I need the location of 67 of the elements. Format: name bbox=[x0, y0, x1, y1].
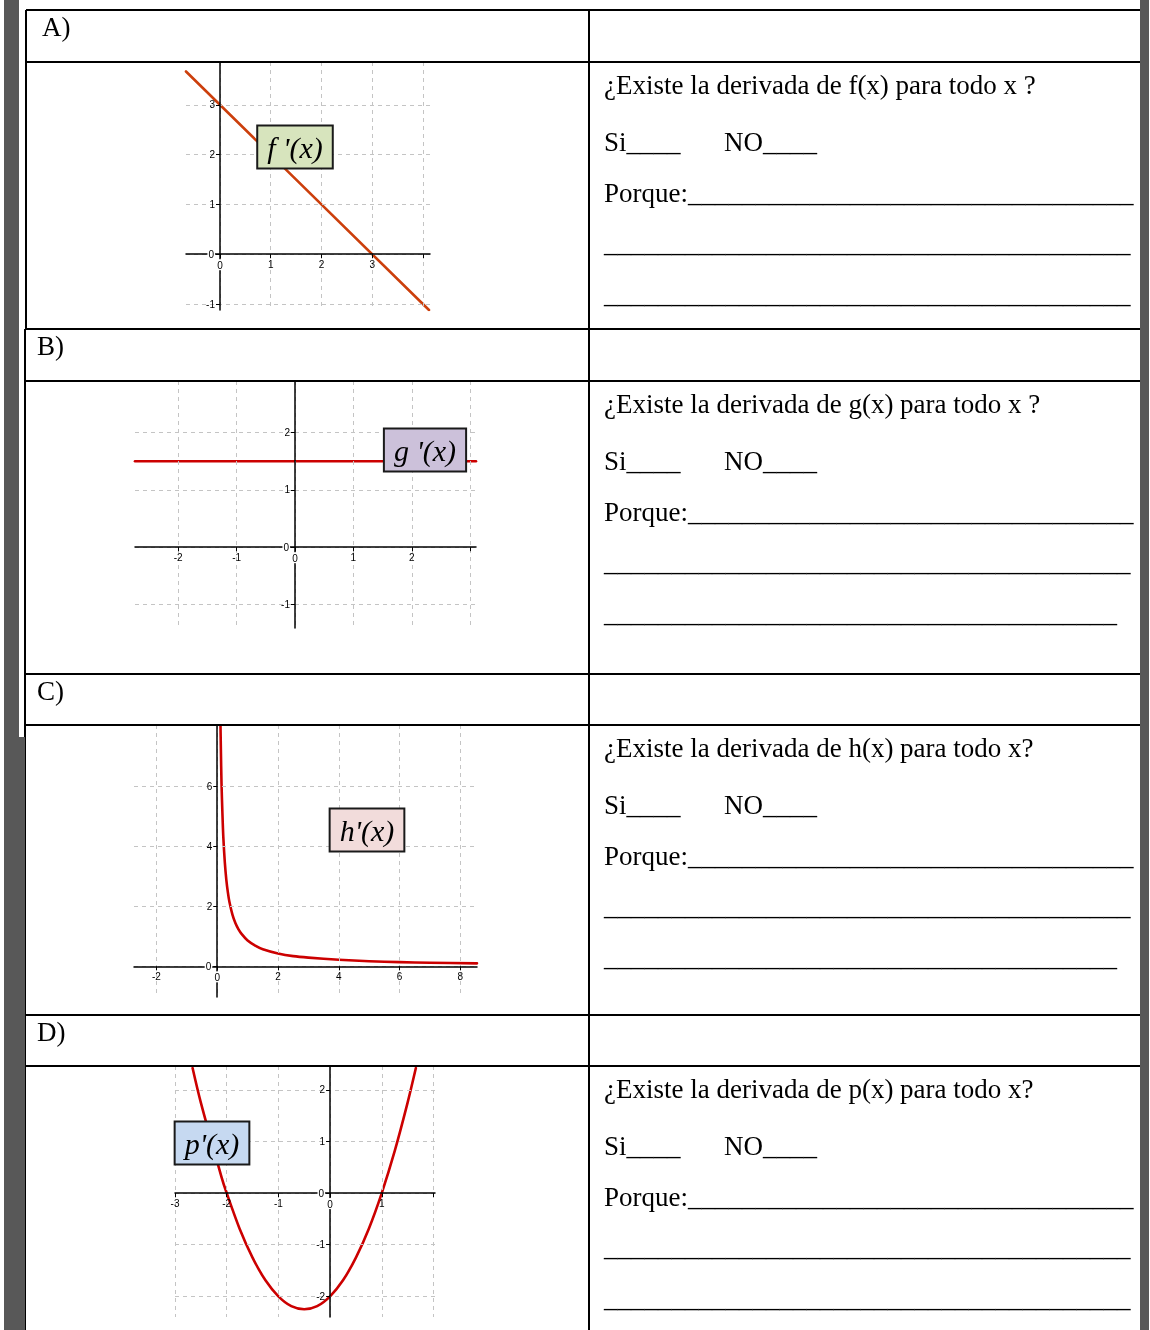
y-tick-label: 4 bbox=[206, 840, 213, 852]
text: Porque:_________________________________ bbox=[604, 496, 1134, 528]
text: ¿Existe la derivada de f(x) para todo x ? bbox=[604, 69, 1036, 101]
annotation: f '(x) bbox=[267, 130, 323, 165]
text: NO____ bbox=[724, 1130, 817, 1162]
x-tick-label: 2 bbox=[408, 551, 415, 563]
y-tick-label: 1 bbox=[319, 1135, 326, 1147]
text: ______________________________________ bbox=[604, 597, 1117, 629]
line-series bbox=[219, 724, 479, 965]
y-tick-label: -1 bbox=[316, 1239, 326, 1251]
x-tick-label: 3 bbox=[369, 258, 376, 270]
x-tick-label: -1 bbox=[232, 551, 242, 563]
text: Si____ bbox=[604, 1130, 681, 1162]
x-tick-label: 0 bbox=[292, 552, 299, 564]
y-tick-label: 3 bbox=[209, 99, 216, 111]
x-tick-label: 0 bbox=[327, 1198, 334, 1210]
y-tick-label: 2 bbox=[209, 149, 216, 161]
x-tick-label: 1 bbox=[378, 1197, 385, 1209]
x-tick-label: 1 bbox=[267, 258, 274, 270]
y-tick-label: 0 bbox=[208, 249, 215, 261]
annotation: h'(x) bbox=[339, 813, 395, 848]
text: NO____ bbox=[724, 126, 817, 158]
x-tick-label: 0 bbox=[217, 259, 224, 271]
y-tick-label: 2 bbox=[284, 427, 291, 439]
x-tick-label: 1 bbox=[350, 551, 357, 563]
text: ¿Existe la derivada de h(x) para todo x? bbox=[604, 732, 1034, 764]
y-tick-label: 1 bbox=[284, 484, 291, 496]
x-tick-label: -2 bbox=[173, 551, 184, 563]
x-tick-label: -3 bbox=[170, 1197, 180, 1209]
y-tick-label: 0 bbox=[318, 1188, 325, 1200]
annotation: p'(x) bbox=[182, 1126, 240, 1161]
text: ______________________________________ bbox=[604, 941, 1117, 973]
text: Si____ bbox=[604, 789, 681, 821]
y-tick-label: 6 bbox=[206, 780, 213, 792]
text: Porque:_________________________________ bbox=[604, 177, 1134, 209]
chart-title: C) bbox=[37, 675, 64, 706]
chart-title: A) bbox=[42, 11, 71, 42]
y-tick-label: 0 bbox=[283, 542, 290, 554]
y-tick-label: 2 bbox=[206, 900, 213, 912]
y-tick-label: 1 bbox=[209, 198, 216, 210]
text: _______________________________________ bbox=[604, 1282, 1131, 1314]
text: NO____ bbox=[724, 445, 817, 477]
text: _______________________________________ bbox=[604, 227, 1131, 259]
annotation: g '(x) bbox=[393, 433, 457, 468]
text: ¿Existe la derivada de g(x) para todo x ? bbox=[604, 388, 1041, 420]
text: Si____ bbox=[604, 126, 681, 158]
y-tick-label: -1 bbox=[206, 298, 216, 310]
text: _______________________________________ bbox=[604, 278, 1131, 310]
text: _______________________________________ bbox=[604, 890, 1131, 922]
chart-title: D) bbox=[37, 1016, 66, 1047]
y-tick-label: 2 bbox=[319, 1084, 326, 1096]
x-tick-label: 2 bbox=[275, 970, 282, 982]
y-tick-label: 0 bbox=[205, 961, 212, 973]
text: Si____ bbox=[604, 445, 681, 477]
text: _______________________________________ bbox=[604, 1231, 1131, 1263]
text: Porque:_________________________________ bbox=[604, 840, 1134, 872]
x-tick-label: 6 bbox=[396, 970, 403, 982]
x-tick-label: 8 bbox=[457, 970, 464, 982]
text: ¿Existe la derivada de p(x) para todo x? bbox=[604, 1073, 1034, 1105]
x-tick-label: -2 bbox=[152, 970, 162, 982]
text: _______________________________________ bbox=[604, 546, 1131, 578]
text: Porque:_________________________________ bbox=[604, 1181, 1134, 1213]
y-tick-label: -1 bbox=[281, 599, 291, 610]
text: NO____ bbox=[724, 789, 817, 821]
x-tick-label: 4 bbox=[335, 970, 342, 982]
chart-title: B) bbox=[37, 330, 64, 361]
y-tick-label: -2 bbox=[316, 1290, 326, 1302]
